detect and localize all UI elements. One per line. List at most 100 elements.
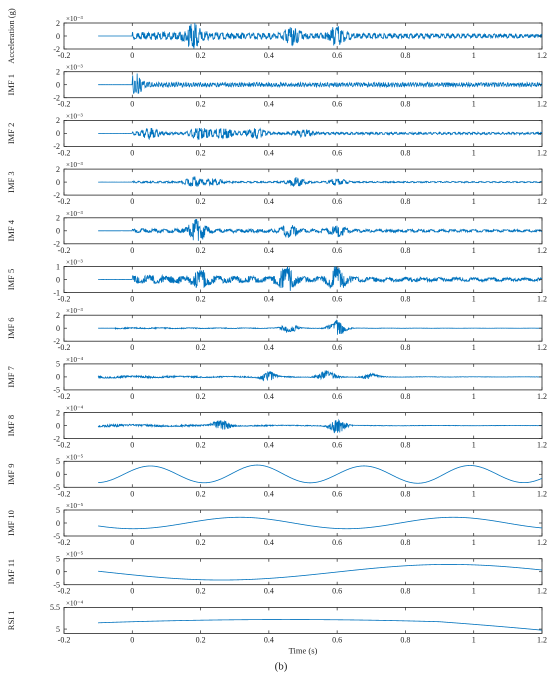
y-exponent-label: ×10⁻⁴ xyxy=(66,356,84,364)
x-tick-label: 1 xyxy=(472,635,476,644)
subplot-acceleration: -2 0 2 -0.2 0 0.2 0.4 0.6 0.8 1 1.2 ×10⁻³ Accelerati… xyxy=(6,8,547,64)
x-tick-label: -0.2 xyxy=(58,51,71,60)
y-exponent-label: ×10⁻⁴ xyxy=(66,405,84,413)
axes-box xyxy=(63,607,543,634)
figure-caption: (b) xyxy=(275,660,288,672)
y-tick-label: -1 xyxy=(53,288,60,297)
y-tick-label: 0 xyxy=(56,373,60,382)
series-line xyxy=(98,319,543,335)
x-tick-label: 1 xyxy=(472,51,476,60)
x-tick-label: 0.8 xyxy=(400,197,410,206)
x-tick-label: 1 xyxy=(472,441,476,450)
x-tick-label: -0.2 xyxy=(58,148,71,157)
x-tick-label: 0.4 xyxy=(264,441,274,450)
series-line xyxy=(98,127,543,141)
x-tick-label: 0.4 xyxy=(264,392,274,401)
x-tick-label: 0 xyxy=(130,148,134,157)
y-tick-label: 5 xyxy=(56,360,60,369)
x-tick-label: 0.4 xyxy=(264,246,274,255)
x-tick-label: 0.4 xyxy=(264,295,274,304)
x-tick-label: 0.6 xyxy=(332,197,342,206)
x-tick-label: 0 xyxy=(130,343,134,352)
x-tick-label: 0.8 xyxy=(400,343,410,352)
x-tick-label: 0.2 xyxy=(196,441,206,450)
x-tick-label: 0.6 xyxy=(332,392,342,401)
series-line xyxy=(98,176,543,187)
x-tick-label: 1.2 xyxy=(537,197,547,206)
y-axis-label: Acceleration (g) xyxy=(6,8,16,64)
y-exponent-label: ×10⁻³ xyxy=(66,15,83,23)
x-tick-label: 1 xyxy=(472,295,476,304)
x-tick-label: 0.6 xyxy=(332,51,342,60)
y-exponent-label: ×10⁻³ xyxy=(66,307,83,315)
y-axis-label: RSI 1 xyxy=(6,611,16,631)
x-tick-label: -0.2 xyxy=(58,538,71,547)
y-axis-label: IMF 4 xyxy=(6,219,16,241)
y-tick-label: 2 xyxy=(56,68,60,77)
y-tick-label: 2 xyxy=(56,19,60,28)
series-line xyxy=(97,418,543,434)
x-tick-label: 0.8 xyxy=(400,441,410,450)
y-tick-label: 0 xyxy=(56,470,60,479)
subplot-imf-11: -5 0 5 -0.2 0 0.2 0.4 0.6 0.8 1 1.2 ×10⁻⁵ IMF 11 xyxy=(6,551,547,596)
y-tick-label: -2 xyxy=(53,142,60,151)
subplot-imf-7: -5 0 5 -0.2 0 0.2 0.4 0.6 0.8 1 1.2 ×10⁻⁴ IMF 7 xyxy=(6,356,547,401)
x-tick-label: 0.8 xyxy=(400,51,410,60)
x-tick-label: 0.8 xyxy=(400,295,410,304)
x-tick-label: 1.2 xyxy=(537,489,547,498)
x-tick-label: 0.4 xyxy=(264,489,274,498)
y-tick-label: -5 xyxy=(53,386,60,395)
x-tick-label: 0.2 xyxy=(196,100,206,109)
x-tick-label: 1 xyxy=(472,587,476,596)
y-exponent-label: ×10⁻³ xyxy=(66,161,83,169)
x-tick-label: 0.4 xyxy=(264,51,274,60)
y-axis-label: IMF 3 xyxy=(6,171,16,193)
axes-box xyxy=(63,509,543,537)
x-tick-label: 0.4 xyxy=(264,587,274,596)
y-tick-label: -2 xyxy=(53,45,60,54)
y-exponent-label: ×10⁻⁵ xyxy=(66,502,84,510)
y-tick-label: 0 xyxy=(56,32,60,41)
y-tick-label: 0 xyxy=(56,227,60,236)
x-tick-label: 0.6 xyxy=(332,148,342,157)
x-tick-label: 1.2 xyxy=(537,51,547,60)
y-tick-label: 5 xyxy=(56,506,60,515)
x-tick-label: 0.2 xyxy=(196,148,206,157)
subplot-imf-3: -2 0 2 -0.2 0 0.2 0.4 0.6 0.8 1 1.2 ×10⁻³ IMF 3 xyxy=(6,161,547,206)
x-tick-label: -0.2 xyxy=(58,295,71,304)
y-axis-label: IMF 11 xyxy=(6,559,16,584)
x-tick-label: 1.2 xyxy=(537,441,547,450)
x-tick-label: 0.6 xyxy=(332,100,342,109)
axes-box xyxy=(63,558,543,586)
series-line xyxy=(98,516,543,530)
x-tick-label: 0.4 xyxy=(264,343,274,352)
x-tick-label: 1.2 xyxy=(537,538,547,547)
y-tick-label: 2 xyxy=(56,311,60,320)
series-line xyxy=(98,266,543,291)
subplot-imf-6: -2 0 2 -0.2 0 0.2 0.4 0.6 0.8 1 1.2 ×10⁻³ IMF 6 xyxy=(6,307,547,352)
x-tick-label: 0 xyxy=(130,392,134,401)
x-tick-label: -0.2 xyxy=(58,587,71,596)
x-tick-label: 0.4 xyxy=(264,148,274,157)
x-tick-label: 0.8 xyxy=(400,489,410,498)
y-tick-label: -2 xyxy=(53,337,60,346)
subplot-imf-8: -2 0 2 -0.2 0 0.2 0.4 0.6 0.8 1 1.2 ×10⁻⁴ IMF 8 xyxy=(6,405,547,450)
x-tick-label: -0.2 xyxy=(58,343,71,352)
series-line xyxy=(98,73,543,95)
y-axis-label: IMF 7 xyxy=(6,366,16,388)
subplot-stack: -2 0 2 -0.2 0 0.2 0.4 0.6 0.8 1 1.2 ×10⁻³ Accelerati… xyxy=(6,8,547,644)
y-axis-label: IMF 8 xyxy=(6,415,16,437)
y-tick-label: -5 xyxy=(53,483,60,492)
series-line xyxy=(97,370,543,382)
x-tick-label: 0 xyxy=(130,51,134,60)
x-tick-label: 0.4 xyxy=(264,635,274,644)
y-exponent-label: ×10⁻³ xyxy=(66,210,83,218)
x-tick-label: 1.2 xyxy=(537,100,547,109)
x-tick-label: 0 xyxy=(130,295,134,304)
x-tick-label: 0 xyxy=(130,587,134,596)
subplot-imf-1: -2 0 2 -0.2 0 0.2 0.4 0.6 0.8 1 1.2 ×10⁻³ IMF 1 xyxy=(6,64,547,109)
x-tick-label: 0 xyxy=(130,635,134,644)
y-tick-label: 0 xyxy=(56,568,60,577)
x-tick-label: 0.2 xyxy=(196,392,206,401)
x-tick-label: 0.2 xyxy=(196,246,206,255)
